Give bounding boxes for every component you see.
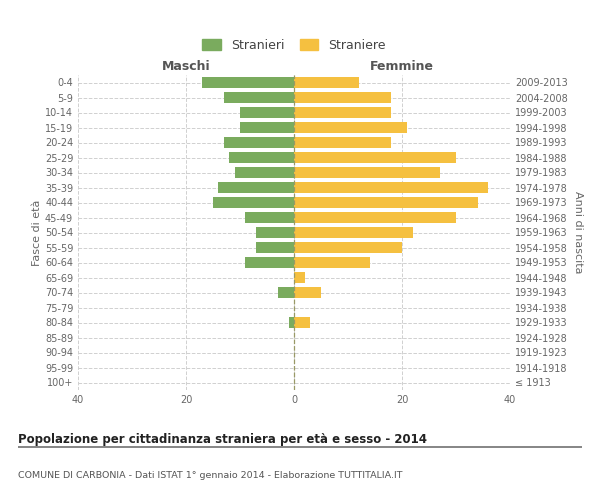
Bar	[294, 77, 359, 88]
Bar	[294, 227, 413, 238]
Bar	[256, 227, 294, 238]
Bar	[202, 77, 294, 88]
Bar	[245, 212, 294, 223]
Bar	[294, 152, 456, 163]
Bar	[294, 212, 456, 223]
Text: Popolazione per cittadinanza straniera per età e sesso - 2014: Popolazione per cittadinanza straniera p…	[18, 432, 427, 446]
Bar	[294, 122, 407, 133]
Bar	[294, 242, 402, 253]
Text: Maschi: Maschi	[161, 60, 211, 72]
Text: Femmine: Femmine	[370, 60, 434, 72]
Bar	[256, 242, 294, 253]
Bar	[278, 287, 294, 298]
Bar	[213, 197, 294, 208]
Bar	[294, 107, 391, 118]
Bar	[294, 272, 305, 283]
Bar	[294, 182, 488, 193]
Bar	[289, 317, 294, 328]
Bar	[218, 182, 294, 193]
Bar	[235, 167, 294, 178]
Bar	[240, 107, 294, 118]
Bar	[294, 257, 370, 268]
Bar	[294, 137, 391, 148]
Bar	[294, 167, 440, 178]
Bar	[240, 122, 294, 133]
Y-axis label: Anni di nascita: Anni di nascita	[573, 191, 583, 274]
Bar	[245, 257, 294, 268]
Bar	[294, 197, 478, 208]
Bar	[294, 317, 310, 328]
Legend: Stranieri, Straniere: Stranieri, Straniere	[197, 34, 391, 57]
Bar	[294, 92, 391, 103]
Bar	[224, 137, 294, 148]
Bar	[229, 152, 294, 163]
Y-axis label: Fasce di età: Fasce di età	[32, 200, 42, 266]
Bar	[224, 92, 294, 103]
Text: COMUNE DI CARBONIA - Dati ISTAT 1° gennaio 2014 - Elaborazione TUTTITALIA.IT: COMUNE DI CARBONIA - Dati ISTAT 1° genna…	[18, 470, 403, 480]
Bar	[294, 287, 321, 298]
